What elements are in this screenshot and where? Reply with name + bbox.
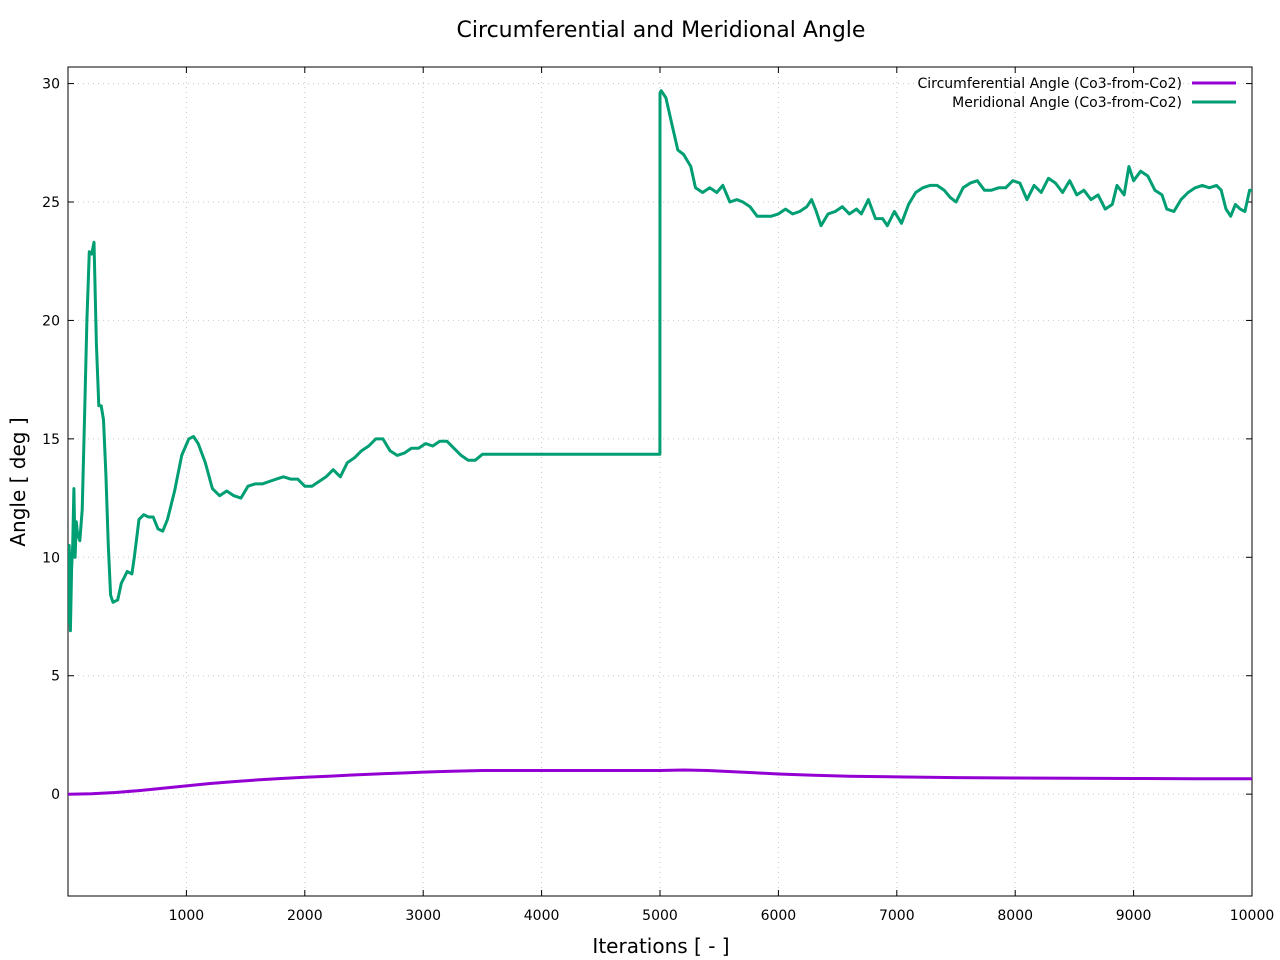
x-tick-label: 4000 — [524, 908, 560, 924]
x-axis-label: Iterations [ - ] — [592, 934, 729, 958]
legend: Circumferential Angle (Co3-from-Co2) Meri… — [918, 76, 1236, 111]
x-tick-label: 8000 — [997, 908, 1033, 924]
x-tick-label: 1000 — [169, 908, 205, 924]
y-tick-label: 25 — [42, 195, 60, 211]
y-tick-label: 20 — [42, 313, 60, 329]
series-line-2 — [68, 89, 1252, 633]
x-tick-label: 9000 — [1116, 908, 1152, 924]
legend-entry-label-1: Circumferential Angle (Co3-from-Co2) — [918, 76, 1183, 92]
chart-title: Circumferential and Meridional Angle — [457, 18, 866, 43]
x-tick-label: 6000 — [761, 908, 797, 924]
y-tick-label: 5 — [51, 669, 60, 685]
x-tick-label: 2000 — [287, 908, 323, 924]
x-tick-label: 7000 — [879, 908, 915, 924]
x-tick-label: 10000 — [1230, 908, 1275, 924]
series-lines — [68, 89, 1252, 796]
y-axis-label: Angle [ deg ] — [6, 417, 30, 546]
axis-ticks: 1000 2000 3000 4000 5000 6000 7000 8000 9000 1000… — [42, 67, 1274, 924]
y-tick-label: 15 — [42, 432, 60, 448]
y-tick-label: 0 — [51, 787, 60, 803]
legend-entry-label-2: Meridional Angle (Co3-from-Co2) — [952, 95, 1182, 111]
y-tick-label: 10 — [42, 550, 60, 566]
series-line-1 — [68, 768, 1252, 796]
x-tick-label: 5000 — [642, 908, 678, 924]
x-tick-label: 3000 — [405, 908, 441, 924]
y-tick-label: 30 — [42, 77, 60, 93]
